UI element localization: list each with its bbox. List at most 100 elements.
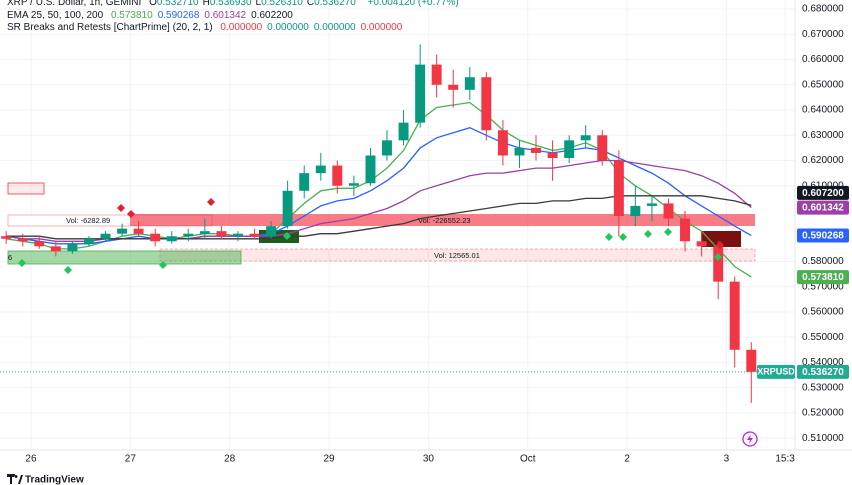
signal-markers: [18, 198, 724, 274]
candle-body: [17, 238, 28, 242]
candle-body: [199, 231, 210, 234]
price-tags: 0.607200 0.601342 0.590268 0.573810 XRPUSD 0.…: [0, 185, 849, 379]
x-tick-label: 28: [224, 454, 236, 465]
indicator-icon: [742, 431, 758, 447]
candle-body: [630, 205, 641, 217]
y-tick-label: 0.620000: [802, 155, 844, 166]
symbol-title: XRP / U.S. Dollar, 1h, GEMINI: [7, 0, 142, 8]
candle-body: [183, 233, 194, 237]
candle-body: [166, 236, 177, 242]
legend-row: XRP / U.S. Dollar, 1h, GEMINI O0.532710 H…: [7, 0, 464, 10]
sr-zones: Vol: -6282.89 Vol: -226552.23 Vol: 12565…: [7, 182, 756, 265]
candle-body: [315, 165, 326, 174]
x-tick-label: 2: [624, 454, 630, 465]
candle-body: [415, 64, 426, 123]
candle-body: [332, 165, 343, 186]
candle-body: [1, 236, 12, 239]
price-tag-bg: [797, 228, 849, 243]
green-zone: [7, 250, 242, 265]
ema-line: [6, 195, 752, 240]
retest-marker: [283, 232, 291, 240]
y-tick-label: 0.520000: [802, 408, 844, 419]
x-tick-label: 3: [724, 454, 730, 465]
indicator-title: EMA 25, 50, 100, 200: [7, 9, 104, 21]
break-marker: [207, 198, 215, 206]
price-tag-bg: [797, 270, 849, 285]
candle-body: [580, 135, 591, 141]
break-marker: [127, 210, 135, 218]
y-tick-label: 0.550000: [802, 332, 844, 343]
symbol-tag: XRPUSD: [757, 367, 795, 377]
candles: [1, 44, 757, 403]
candle-body: [381, 140, 392, 156]
candle-body: [514, 147, 525, 156]
candle-body: [50, 246, 61, 252]
y-tick-label: 0.630000: [802, 130, 844, 141]
candle-body: [448, 84, 459, 90]
x-tick-label: 30: [423, 454, 435, 465]
ema-lines: [6, 101, 752, 278]
indicator-value: 0.602200: [251, 9, 293, 21]
price-tag-bg: [797, 200, 849, 215]
zone-label: 6: [8, 253, 12, 262]
x-tick-label: Oct: [520, 454, 536, 465]
price-tag: 0.590268: [802, 231, 844, 242]
candle-body: [365, 155, 376, 184]
price-tag: 0.607200: [802, 188, 844, 199]
branding: TradingView: [25, 475, 84, 485]
indicator-value: 0.573810: [110, 9, 153, 21]
ohlc: O0.532710 H0.536930 L0.526310 C0.536270: [149, 0, 360, 8]
candle-body: [150, 233, 161, 242]
candle-body: [547, 152, 558, 158]
x-tick-label: 26: [25, 454, 37, 465]
zone-label: Vol: -6282.89: [66, 216, 110, 225]
candle-body: [696, 241, 707, 247]
indicator-value: 0.000000: [313, 22, 356, 33]
legend-row: SR Breaks and Retests [ChartPrime] (20, …: [7, 22, 464, 35]
break-marker: [117, 204, 125, 212]
legend: XRP / U.S. Dollar, 1h, GEMINI O0.532710 H…: [7, 0, 464, 35]
indicator-value: 0.590268: [157, 9, 200, 21]
zone-label: Vol: -226552.23: [418, 216, 471, 225]
candle-body: [348, 183, 359, 186]
candle-body: [481, 77, 492, 131]
indicator-value: 0.601342: [204, 9, 247, 21]
candle-body: [597, 135, 608, 161]
candle-body: [133, 228, 144, 234]
zone-box: [7, 182, 45, 195]
y-tick-label: 0.530000: [802, 382, 844, 393]
y-tick-label: 0.580000: [802, 256, 844, 267]
y-tick-label: 0.670000: [802, 29, 844, 40]
candle-body: [83, 238, 94, 244]
candle-body: [746, 349, 757, 372]
retest-marker: [714, 253, 722, 261]
y-tick-label: 0.650000: [802, 79, 844, 90]
indicator-value: 0.000000: [267, 22, 309, 33]
candle-body: [729, 281, 740, 350]
candle-body: [564, 140, 575, 158]
candle-body: [663, 203, 674, 219]
price-tag-bg: [797, 364, 849, 379]
y-tick-label: 0.660000: [802, 54, 844, 65]
candle-body: [216, 231, 227, 237]
retest-marker: [64, 266, 72, 274]
ema-line: [6, 101, 752, 278]
candle-body: [613, 160, 624, 217]
y-tick-label: 0.680000: [802, 4, 844, 15]
y-tick-label: 0.540000: [802, 357, 844, 368]
candle-body: [249, 233, 260, 237]
y-tick-label: 0.560000: [802, 307, 844, 318]
retest-marker: [159, 261, 167, 269]
candle-body: [299, 173, 310, 191]
ohlc-value: 0.532710: [156, 0, 199, 8]
candle-body: [646, 203, 657, 206]
candle-body: [100, 233, 111, 239]
ohlc-value: 0.536270: [314, 0, 356, 8]
price-tag: 0.573810: [802, 272, 844, 283]
x-tick-label: 29: [323, 454, 335, 465]
candle-body: [232, 233, 243, 237]
symbol-tag-bg: [757, 364, 795, 379]
price-tag: 0.536270: [802, 367, 844, 378]
y-tick-label: 0.640000: [802, 105, 844, 116]
